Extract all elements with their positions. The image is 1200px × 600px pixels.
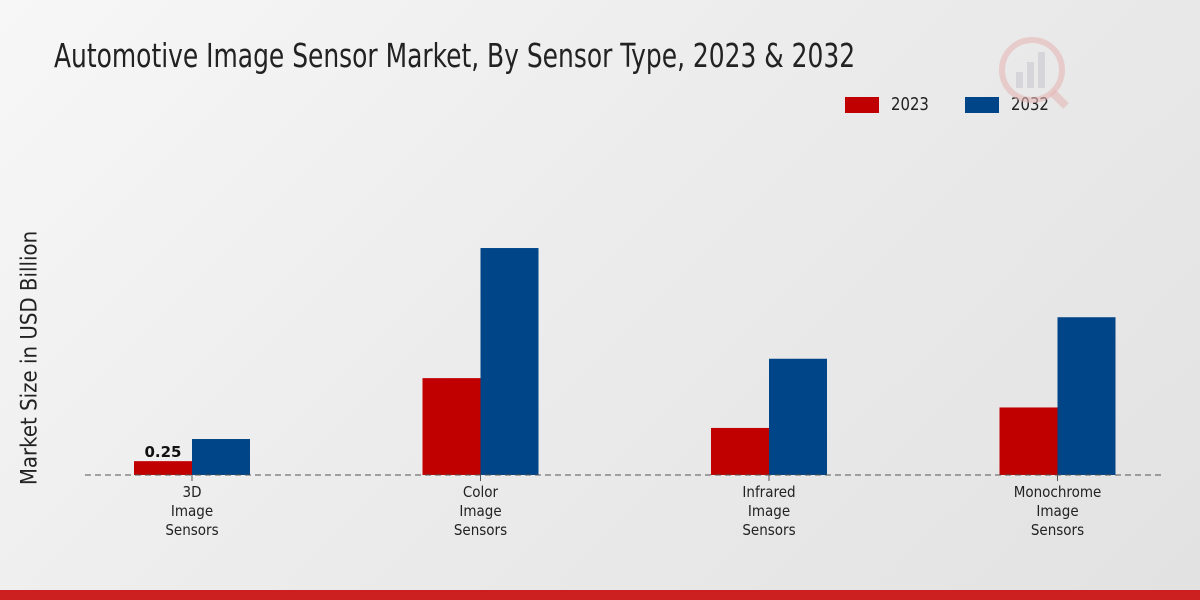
bar-2032-0 bbox=[192, 439, 250, 475]
bar-2032-1 bbox=[480, 248, 539, 475]
bar-2032-2 bbox=[769, 358, 827, 475]
watermark-logo-icon bbox=[999, 37, 1069, 109]
data-label-0: 0.25 bbox=[144, 443, 181, 461]
x-tick-label-0: 3D Image Sensors bbox=[165, 483, 218, 539]
x-tick-label-1: Color Image Sensors bbox=[454, 483, 507, 539]
legend-swatch-2032 bbox=[965, 96, 999, 113]
chart-title: Automotive Image Sensor Market, By Senso… bbox=[54, 36, 856, 75]
bar-2023-3 bbox=[999, 407, 1058, 475]
legend-label-2023: 2023 bbox=[891, 94, 929, 115]
x-tick-label-3: Monochrome Image Sensors bbox=[1014, 483, 1102, 539]
bottom-accent-bar bbox=[0, 590, 1200, 600]
legend-swatch-2023 bbox=[845, 96, 879, 113]
x-tick-label-2: Infrared Image Sensors bbox=[742, 483, 795, 539]
bar-2023-2 bbox=[711, 427, 769, 475]
bar-2023-1 bbox=[422, 378, 481, 475]
bar-2023-0 bbox=[134, 461, 192, 475]
bar-2032-3 bbox=[1057, 317, 1116, 475]
legend-item-2023: 2023 bbox=[845, 94, 932, 115]
